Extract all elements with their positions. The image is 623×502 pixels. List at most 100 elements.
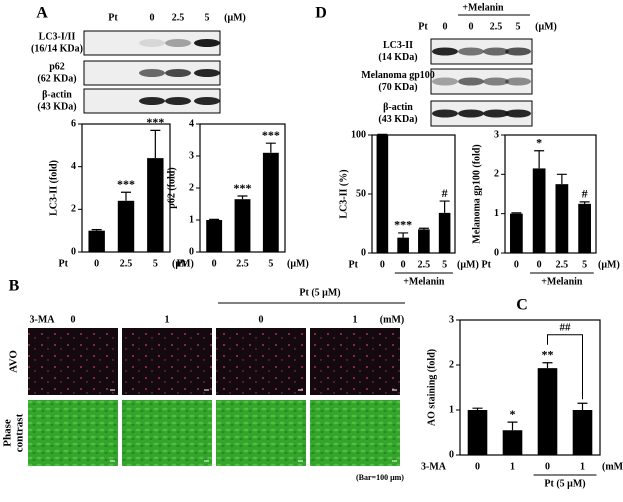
bar [376, 135, 389, 253]
y-axis-label: LC3-II (%) [338, 169, 349, 218]
significance: *** [117, 177, 135, 191]
y-tick-label: 4 [71, 161, 76, 172]
error-bar [577, 402, 588, 410]
x-unit: (μM) [457, 259, 479, 270]
y-tick-label: 0 [361, 247, 366, 258]
error-bar [237, 195, 248, 200]
y-tick-label: 3 [494, 129, 499, 140]
significance: # [582, 187, 588, 201]
micrograph [122, 328, 212, 395]
blot-band [458, 109, 484, 118]
row-label: Phase [2, 419, 14, 447]
blot-band [505, 77, 531, 86]
blot-row-size: (62 KDa) [37, 73, 76, 84]
blot-row-size: (70 KDa) [378, 82, 417, 93]
error-bar [579, 201, 590, 204]
micrograph [216, 328, 306, 395]
blot-band [505, 47, 531, 56]
x-tick-label: 5 [268, 258, 273, 269]
bar [88, 230, 105, 252]
blot-band [483, 77, 509, 86]
error-bar [121, 191, 131, 201]
significance: * [510, 407, 516, 421]
x-tick-label: 0 [475, 461, 480, 472]
error-bar [150, 129, 161, 159]
error-bar [91, 229, 102, 231]
x-tick-label: 5 [582, 259, 587, 270]
row-label: AVO [8, 350, 20, 373]
y-tick-label: 1 [494, 208, 499, 219]
panel-letter: A [36, 5, 48, 22]
blot-band [458, 77, 484, 86]
y-tick-label: 2 [71, 204, 76, 215]
bar [397, 237, 409, 253]
y-axis-label: p62 (fold) [166, 167, 177, 208]
micrograph [310, 400, 400, 466]
y-axis-label: Melanoma gp100 (fold) [471, 144, 482, 243]
bar [555, 184, 569, 253]
error-bar [209, 218, 220, 220]
significance: ## [560, 321, 572, 333]
blot-band [194, 39, 220, 47]
blot-band [458, 47, 484, 56]
blot-band [139, 69, 165, 77]
group-label: Pt (5 μM) [544, 478, 585, 489]
blot-row-name: Melanoma gp100 [361, 70, 435, 81]
bar [532, 168, 546, 253]
lane-label: 0 [443, 21, 448, 32]
blot-band [432, 47, 458, 56]
y-tick-label: 1 [449, 404, 454, 415]
x-tick-label: 2.5 [236, 258, 249, 269]
x-tick-label: 0 [212, 258, 217, 269]
scale-note: (Bar=100 μm) [356, 473, 404, 482]
lane-label: 0 [150, 12, 155, 23]
error-bar [534, 150, 545, 169]
bar [206, 220, 223, 252]
blot-row-name: p62 [49, 61, 65, 72]
blot-band [432, 109, 458, 118]
bar [262, 152, 279, 252]
x-tick-label: 0 [545, 461, 550, 472]
x-tick-label: 0 [380, 259, 385, 270]
x-prefix: Pt [482, 259, 492, 270]
x-unit: (μM) [172, 258, 194, 269]
dose-label: 1 [353, 314, 358, 325]
bar [537, 368, 558, 455]
x-tick-label: 2.5 [556, 259, 569, 270]
significance: *** [146, 115, 164, 129]
blot-band [139, 97, 165, 105]
x-tick-label: 2.5 [120, 258, 133, 269]
error-bar [507, 421, 518, 431]
micrograph [28, 400, 118, 466]
error-bar [542, 362, 553, 369]
x-prefix: Pt [349, 259, 359, 270]
x-tick-label: 1 [580, 461, 585, 472]
blot-band [505, 109, 531, 118]
group-label: +Melanin [462, 2, 504, 13]
significance: * [536, 135, 542, 149]
blot-band [165, 69, 191, 77]
x-unit: (mM) [602, 461, 623, 472]
y-axis-label: AO staining (fold) [426, 349, 437, 426]
row-label: contrast [14, 413, 26, 452]
y-tick-label: 3 [449, 314, 454, 325]
blot-row-size: (14 KDa) [378, 52, 417, 63]
panel-letter: D [315, 5, 327, 22]
x-prefix: Pt [59, 258, 69, 269]
blot-band [139, 39, 165, 47]
y-tick-label: 2 [189, 182, 194, 193]
comparison-bracket [547, 334, 583, 400]
micrograph [28, 328, 118, 395]
x-prefix: Pt [177, 258, 187, 269]
blot-band [165, 97, 191, 105]
panel-letter: C [516, 297, 528, 314]
y-tick-label: 100 [351, 129, 366, 140]
blot-band [483, 47, 509, 56]
bar [147, 158, 164, 252]
group-label: +Melanin [403, 276, 445, 287]
blot-band [483, 109, 509, 118]
blot-row-size: (16/14 KDa) [31, 43, 83, 54]
error-bar [556, 173, 567, 185]
x-unit: (μM) [598, 259, 620, 270]
